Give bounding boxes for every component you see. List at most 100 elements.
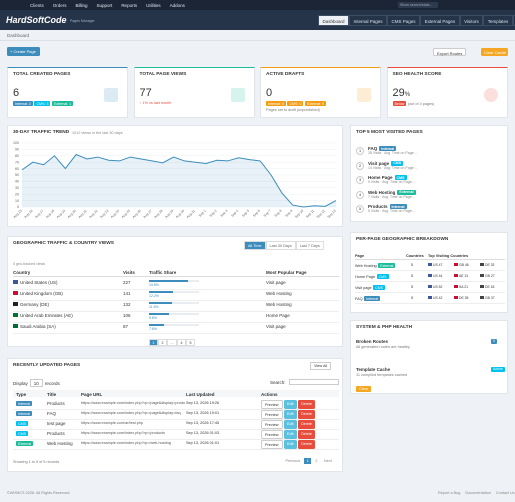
button[interactable]: Delete: [298, 440, 316, 449]
flag: [454, 296, 458, 299]
button[interactable]: Delete: [298, 410, 316, 419]
badge: CMS: [376, 274, 389, 280]
type-badge: Internal: [16, 411, 32, 417]
share-track: [149, 302, 199, 304]
page-button[interactable]: 1: [304, 458, 312, 464]
nav-item[interactable]: Addons: [169, 2, 185, 8]
stat-note: (out of 4 pages): [407, 101, 435, 106]
geo-note: 5 geo-tracked views: [13, 262, 45, 266]
y-tick-label: 30: [15, 186, 19, 190]
page-button[interactable]: Next: [324, 459, 332, 463]
url: https://www.example.com/index.php?rp=/pa…: [81, 401, 185, 405]
flag: [454, 263, 458, 266]
filter-button[interactable]: Last 7 Days: [295, 241, 324, 250]
tab[interactable]: Visitors: [459, 15, 484, 26]
nav-item[interactable]: Reports: [121, 2, 138, 8]
page-button[interactable]: Previous: [285, 459, 301, 463]
clear-button[interactable]: Clear: [356, 386, 372, 392]
tab[interactable]: External Pages: [420, 15, 460, 26]
nav-item[interactable]: Support: [96, 2, 113, 8]
button[interactable]: Edit: [284, 400, 297, 409]
button[interactable]: Delete: [298, 430, 316, 439]
page-button[interactable]: 2: [158, 339, 167, 346]
row-line: [355, 303, 505, 304]
y-tick-label: 90: [15, 148, 19, 152]
stat-icon: [483, 88, 498, 102]
breadcrumb[interactable]: Dashboard: [7, 33, 30, 38]
footer-link[interactable]: Report a Bug: [438, 491, 461, 495]
select[interactable]: 10: [29, 379, 43, 387]
y-tick-label: 10: [15, 199, 19, 203]
search-box[interactable]: Show search/stats...: [398, 2, 438, 8]
stat-note: ↑ 1% vs last month: [139, 101, 172, 105]
stat-details: Internal: 0 CMS: 0 External: 0 Pages set to…: [266, 101, 378, 112]
countries: 5: [411, 274, 414, 278]
page-button[interactable]: ...: [167, 339, 177, 346]
export-button[interactable]: Export Routes: [433, 48, 466, 56]
display-control: Display 10 records: [13, 379, 60, 387]
card: GEOGRAPHIC TRAFFIC & COUNTRY VIEWS All Ti…: [7, 236, 343, 347]
tab[interactable]: CMS Pages: [387, 15, 421, 26]
stat-details: Below (out of 4 pages): [392, 101, 505, 107]
updated: Sep 13, 2026 01:01: [186, 441, 220, 445]
filter-button[interactable]: All Time: [244, 241, 266, 250]
column-header: Page URL: [81, 392, 103, 397]
page-button[interactable]: 4: [177, 339, 186, 346]
badge: CMS: [391, 160, 404, 166]
x-tick-label: Sep 8: [274, 209, 283, 218]
stat-value: 0: [266, 87, 273, 99]
search-input[interactable]: [289, 378, 339, 385]
column-header: Countries: [406, 254, 424, 258]
badge: CMS: [394, 175, 407, 181]
tab[interactable]: Settings: [512, 15, 515, 26]
column-header: Most Popular Page: [266, 270, 307, 275]
flag: [428, 296, 432, 299]
top-country: US 42: [433, 295, 443, 300]
tab[interactable]: Templates: [483, 15, 513, 26]
page-button[interactable]: 1: [149, 339, 158, 346]
button[interactable]: Edit: [284, 420, 297, 429]
flag: [13, 291, 18, 295]
page-name: Visit page CMS: [368, 160, 405, 166]
flag: [480, 263, 484, 266]
tab[interactable]: Dashboard: [318, 15, 350, 26]
card: 30-DAY TRAFFIC TREND 1012 views in the la…: [7, 125, 343, 227]
tab[interactable]: Internal Pages: [349, 15, 388, 26]
nav-item[interactable]: Orders: [52, 2, 67, 8]
row-line: [13, 299, 339, 300]
page-button[interactable]: 5: [186, 339, 195, 346]
button[interactable]: Edit: [284, 440, 297, 449]
view-all-button[interactable]: View All: [310, 362, 332, 370]
column-header: Actions: [261, 392, 278, 397]
create-button[interactable]: + Create Page: [7, 47, 40, 56]
x-tick-label: Sep 3: [220, 209, 229, 218]
logo-subtitle: Pages Manager: [70, 19, 95, 23]
page-button[interactable]: 2: [315, 459, 318, 463]
country: United States (US): [20, 280, 58, 285]
button[interactable]: Edit: [284, 410, 297, 419]
share-label: 7.6%: [149, 327, 157, 331]
footer-link[interactable]: Documentation: [465, 491, 491, 495]
stat-value: 29%: [392, 87, 411, 99]
header-bar: HardSoftCode Pages Manager Dashboard Intern…: [0, 10, 515, 30]
nav-item[interactable]: Clients: [30, 2, 44, 8]
filter-button[interactable]: Last 30 Days: [265, 241, 296, 250]
health-title: Broken Routes: [356, 339, 389, 344]
nav-item[interactable]: Billing: [75, 2, 88, 8]
button[interactable]: Edit: [284, 430, 297, 439]
y-tick-label: 0: [17, 205, 19, 209]
nav-item[interactable]: Utilities: [146, 2, 161, 8]
stat-value: 77: [139, 87, 152, 99]
clear-cache-button[interactable]: Clear Cache: [481, 48, 508, 56]
type-badge: External: [16, 441, 34, 447]
card-title: ACTIVE DRAFTS: [266, 72, 305, 77]
updated: Sep 13, 2026 01:03: [186, 431, 220, 435]
footer-link[interactable]: Contact Us: [495, 491, 515, 495]
type-badge: CMS: [16, 421, 28, 427]
button[interactable]: Delete: [298, 400, 316, 409]
page-cell: FAQ Internal: [355, 296, 382, 302]
y-tick-label: 80: [15, 154, 19, 158]
button[interactable]: Delete: [298, 420, 316, 429]
top-country: DE 35: [459, 295, 469, 300]
traffic-chart: 0 10 20 30 40 50 60 70 80 90 100 Aug 15 Aug 16 Aug 17…: [12, 141, 336, 219]
